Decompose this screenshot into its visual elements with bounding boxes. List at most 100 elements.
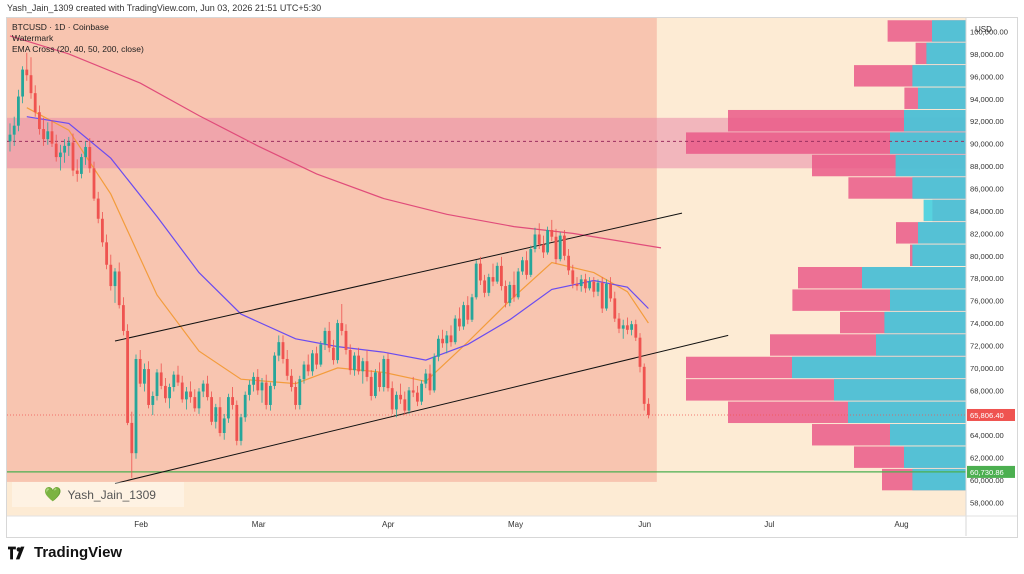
candle-body[interactable] <box>164 385 167 399</box>
candle-body[interactable] <box>533 234 537 250</box>
candle-body[interactable] <box>92 168 96 199</box>
candle-body[interactable] <box>605 283 608 309</box>
candle-body[interactable] <box>50 131 54 144</box>
candle-body[interactable] <box>59 152 62 158</box>
candle-body[interactable] <box>617 318 621 329</box>
symbol-legend-line[interactable]: BTCUSD · 1D · Coinbase <box>12 22 109 32</box>
candle-body[interactable] <box>273 355 276 386</box>
candle-body[interactable] <box>264 382 268 405</box>
candle-body[interactable] <box>399 394 402 400</box>
candle-body[interactable] <box>113 271 117 287</box>
candle-body[interactable] <box>168 387 171 399</box>
candle-body[interactable] <box>411 390 415 393</box>
candle-body[interactable] <box>80 157 83 174</box>
candle-body[interactable] <box>252 376 255 385</box>
candle-body[interactable] <box>449 335 453 343</box>
candle-body[interactable] <box>374 372 377 396</box>
candle-body[interactable] <box>462 305 465 327</box>
candle-body[interactable] <box>138 358 142 384</box>
candle-body[interactable] <box>130 422 134 454</box>
candle-body[interactable] <box>495 265 499 282</box>
candle-body[interactable] <box>647 403 650 415</box>
candle-body[interactable] <box>294 387 297 405</box>
candle-body[interactable] <box>596 282 600 292</box>
candle-body[interactable] <box>512 284 516 298</box>
candle-body[interactable] <box>432 356 436 391</box>
candle-body[interactable] <box>353 355 356 371</box>
candle-body[interactable] <box>390 388 394 410</box>
candle-body[interactable] <box>332 347 335 361</box>
candle-body[interactable] <box>193 397 197 409</box>
candle-body[interactable] <box>592 281 596 292</box>
candle-body[interactable] <box>101 218 104 243</box>
candle-body[interactable] <box>281 342 285 359</box>
candle-body[interactable] <box>558 235 562 260</box>
candle-body[interactable] <box>143 369 146 384</box>
candle-body[interactable] <box>407 390 411 411</box>
candle-body[interactable] <box>38 112 41 130</box>
candle-body[interactable] <box>243 394 247 418</box>
candle-body[interactable] <box>96 198 100 219</box>
candle-body[interactable] <box>189 391 192 398</box>
candle-body[interactable] <box>365 361 369 377</box>
candle-body[interactable] <box>46 131 50 140</box>
candle-body[interactable] <box>550 229 554 237</box>
candle-body[interactable] <box>88 146 92 169</box>
watermark-legend-line[interactable]: Watermark <box>12 33 54 43</box>
candle-body[interactable] <box>151 395 155 405</box>
candle-body[interactable] <box>441 338 444 344</box>
candle-body[interactable] <box>563 235 566 256</box>
candle-body[interactable] <box>260 382 264 391</box>
candle-body[interactable] <box>500 265 503 287</box>
candle-body[interactable] <box>525 260 528 275</box>
candle-body[interactable] <box>537 234 541 245</box>
candle-body[interactable] <box>185 391 188 400</box>
candle-body[interactable] <box>453 318 457 343</box>
candle-body[interactable] <box>302 364 306 380</box>
candle-body[interactable] <box>201 383 205 392</box>
candle-body[interactable] <box>71 142 75 171</box>
candle-body[interactable] <box>542 244 545 253</box>
candle-body[interactable] <box>323 330 327 345</box>
candle-body[interactable] <box>12 125 16 135</box>
candle-body[interactable] <box>75 170 79 174</box>
candle-body[interactable] <box>21 69 24 97</box>
candle-body[interactable] <box>336 323 339 361</box>
candle-body[interactable] <box>445 335 449 344</box>
candle-body[interactable] <box>483 280 486 293</box>
candle-body[interactable] <box>306 364 310 372</box>
candle-body[interactable] <box>470 297 474 320</box>
candle-body[interactable] <box>134 358 138 454</box>
candle-body[interactable] <box>344 330 348 350</box>
candle-body[interactable] <box>319 344 323 365</box>
candle-body[interactable] <box>521 260 524 272</box>
candle-body[interactable] <box>25 69 29 76</box>
candle-body[interactable] <box>285 358 289 376</box>
candle-body[interactable] <box>214 407 218 422</box>
candle-body[interactable] <box>54 143 58 158</box>
candle-body[interactable] <box>117 271 121 306</box>
tradingview-brand[interactable]: TradingView <box>8 544 122 561</box>
candle-body[interactable] <box>277 342 281 356</box>
candle-body[interactable] <box>17 96 20 126</box>
candle-body[interactable] <box>546 229 549 253</box>
candle-body[interactable] <box>109 264 113 287</box>
candle-body[interactable] <box>600 282 604 309</box>
candle-body[interactable] <box>584 279 587 289</box>
candle-body[interactable] <box>458 318 461 327</box>
candle-body[interactable] <box>122 305 125 331</box>
ema-200-line[interactable] <box>9 35 662 249</box>
candle-body[interactable] <box>420 383 423 402</box>
candle-body[interactable] <box>491 277 495 282</box>
candle-body[interactable] <box>508 284 512 303</box>
candle-body[interactable] <box>642 366 646 404</box>
candle-body[interactable] <box>378 372 381 388</box>
candle-body[interactable] <box>382 358 386 388</box>
candle-body[interactable] <box>231 397 234 405</box>
candle-body[interactable] <box>626 325 629 330</box>
candle-body[interactable] <box>105 242 108 265</box>
candle-body[interactable] <box>516 271 520 298</box>
candle-body[interactable] <box>529 249 533 275</box>
candle-body[interactable] <box>504 286 507 303</box>
